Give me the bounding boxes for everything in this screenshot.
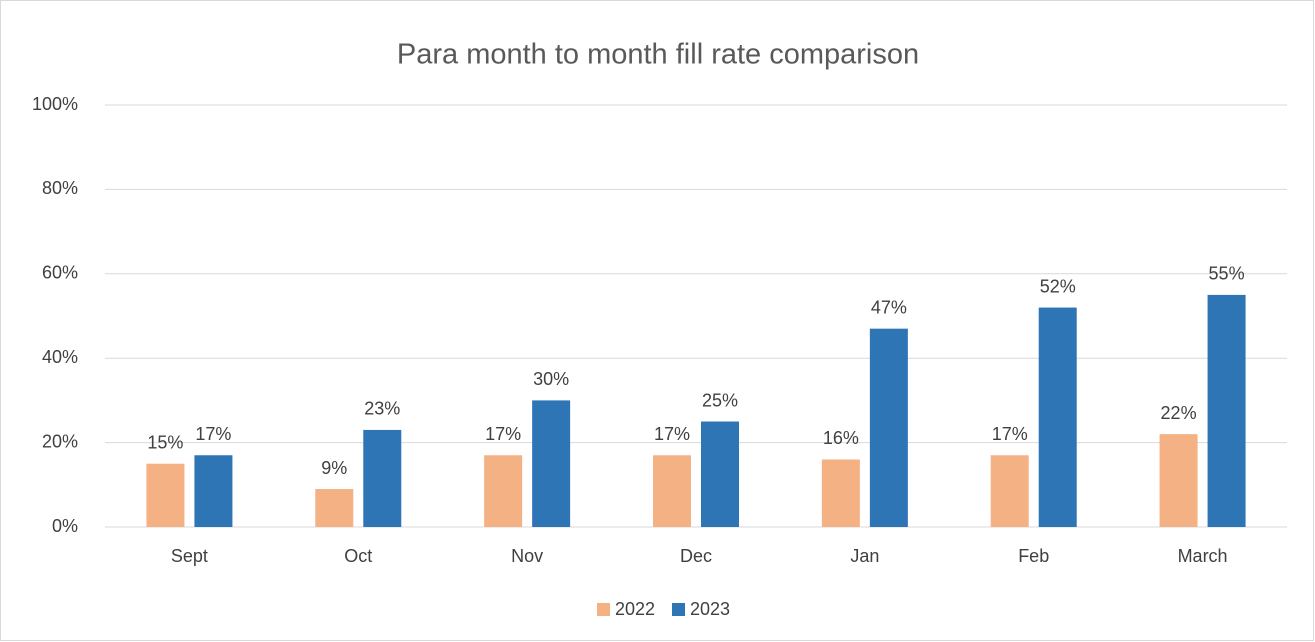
data-label: 23% [364,399,400,419]
bar [532,400,571,527]
y-tick-label: 80% [42,178,78,198]
data-label: 47% [871,297,907,317]
bar [869,328,908,527]
data-label: 17% [992,424,1028,444]
bar [990,455,1029,527]
data-label: 55% [1209,264,1245,284]
bar [1207,294,1246,527]
bar [701,421,739,527]
x-tick-label: March [1178,546,1228,566]
x-tick-label: Dec [680,546,712,566]
data-label: 17% [195,424,231,444]
bar [315,489,354,527]
x-tick-label: Feb [1018,546,1049,566]
data-label: 15% [147,432,183,452]
bar [146,463,185,527]
x-tick-label: Nov [511,546,543,566]
y-tick-label: 60% [42,263,78,283]
bar [1159,434,1198,527]
bar [1038,307,1077,527]
data-label: 16% [823,428,859,448]
data-label: 22% [1161,403,1197,423]
chart-title: Para month to month fill rate comparison [397,39,919,71]
x-tick-label: Oct [344,546,372,566]
bar [194,455,233,527]
y-tick-label: 0% [52,516,78,536]
x-tick-label: Sept [171,546,208,566]
y-tick-label: 20% [42,431,78,451]
legend-label: 2023 [690,599,730,619]
legend-swatch [597,603,610,616]
bar [484,455,523,527]
data-label: 25% [702,390,738,410]
bar [821,459,860,527]
legend-label: 2022 [615,599,655,619]
data-label: 9% [321,458,347,478]
bar [363,429,402,527]
data-label: 30% [533,369,569,389]
y-tick-label: 40% [42,347,78,367]
data-label: 17% [654,424,690,444]
y-tick-label: 100% [32,94,78,114]
data-label: 17% [485,424,521,444]
bar [653,455,691,527]
x-tick-label: Jan [850,546,879,566]
data-label: 52% [1040,276,1076,296]
legend-swatch [672,603,685,616]
